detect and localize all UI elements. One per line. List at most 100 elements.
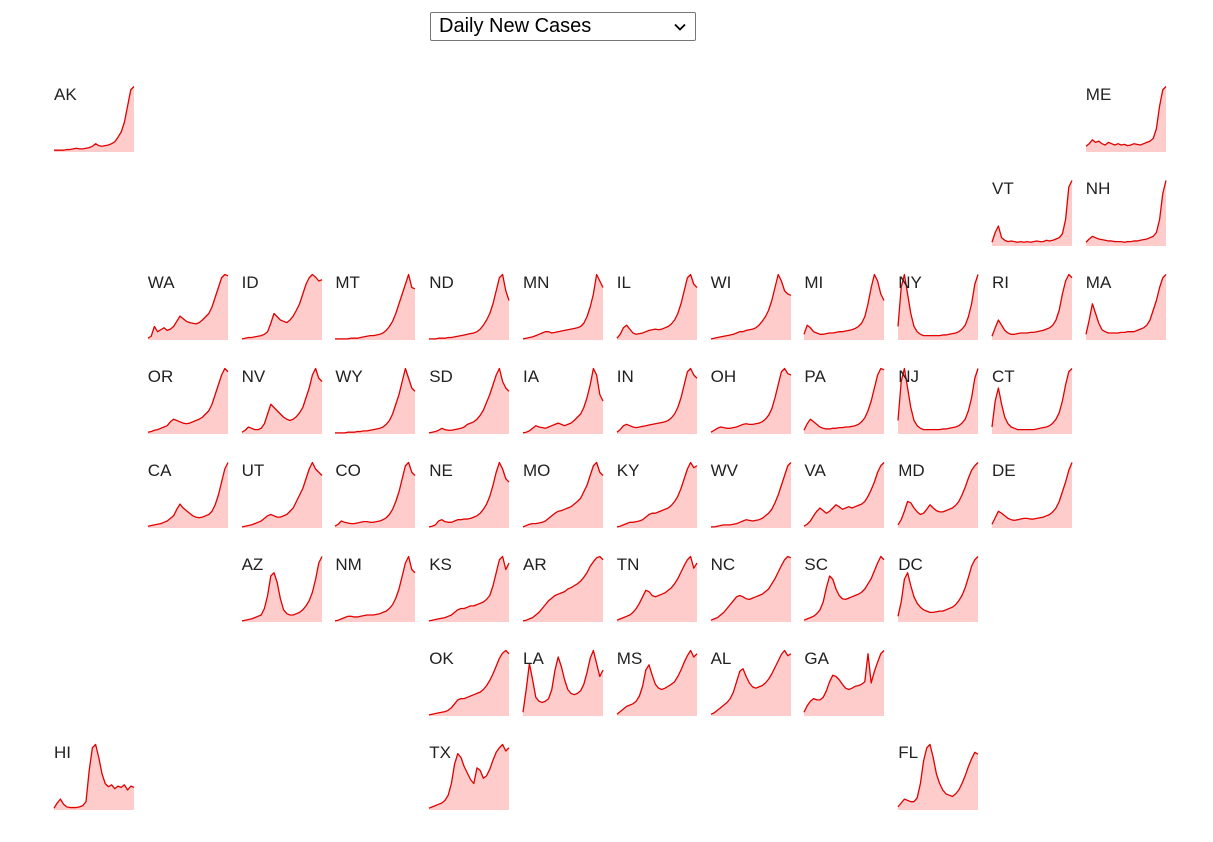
sparkline-ia <box>522 367 604 434</box>
chevron-down-icon <box>674 23 686 31</box>
sparkline-wa <box>147 273 229 340</box>
state-label-ga: GA <box>804 649 829 668</box>
state-tile-wy: WY <box>335 368 416 434</box>
area-sd <box>429 368 510 434</box>
state-label-mt: MT <box>335 273 360 292</box>
sparkline-mt <box>335 273 416 340</box>
state-tile-ct: CT <box>991 367 1073 434</box>
state-tile-wv: WV <box>710 462 792 528</box>
state-label-ri: RI <box>992 273 1009 292</box>
sparkline-co <box>335 461 416 528</box>
line-hi <box>53 743 135 809</box>
state-tile-vt: VT <box>991 180 1073 246</box>
state-label-fl: FL <box>898 743 919 762</box>
line-ca <box>147 462 229 527</box>
line-ia <box>522 367 604 434</box>
line-nc <box>710 555 791 621</box>
sparkline-ny <box>897 273 979 340</box>
line-wi <box>710 273 791 340</box>
state-label-ky: KY <box>616 461 640 480</box>
line-ny <box>897 273 979 337</box>
state-tile-ri: RI <box>991 273 1073 340</box>
line-ky <box>616 461 698 528</box>
state-tile-ma: MA <box>1085 273 1167 340</box>
state-tile-mt: MT <box>335 273 416 340</box>
state-label-de: DE <box>992 461 1016 480</box>
area-wa <box>147 274 228 340</box>
state-tile-hi: HI <box>53 743 135 810</box>
area-tn <box>616 556 697 622</box>
area-wy <box>335 368 416 434</box>
line-fl <box>897 743 979 808</box>
sparkline-pa <box>803 367 885 434</box>
area-ar <box>523 556 603 622</box>
state-label-ks: KS <box>429 555 452 574</box>
sparkline-tn <box>616 555 698 622</box>
state-label-ok: OK <box>429 649 454 668</box>
area-in <box>616 368 697 434</box>
state-tile-ny: NY <box>897 273 979 340</box>
line-va <box>804 462 885 527</box>
area-vt <box>992 180 1072 246</box>
state-tile-me: ME <box>1085 85 1167 152</box>
state-tile-nv: NV <box>241 367 323 434</box>
sparkline-wi <box>710 273 791 340</box>
area-nm <box>335 556 416 622</box>
line-sd <box>429 367 510 434</box>
line-me <box>1085 86 1167 147</box>
sparkline-nv <box>241 367 323 434</box>
sparkline-ar <box>522 555 604 622</box>
state-tile-la: LA <box>522 649 604 716</box>
state-label-la: LA <box>523 649 544 668</box>
state-label-sc: SC <box>804 555 829 574</box>
state-label-me: ME <box>1085 85 1112 104</box>
line-id <box>241 273 322 340</box>
area-mt <box>335 274 416 340</box>
state-label-nh: NH <box>1085 179 1111 198</box>
sparkline-ms <box>616 649 698 716</box>
state-tile-ia: IA <box>522 367 604 434</box>
sparkline-wv <box>710 462 792 528</box>
sparkline-vt <box>991 180 1073 246</box>
sparkline-ut <box>241 461 323 528</box>
sparkline-or <box>147 367 229 434</box>
state-label-al: AL <box>710 649 732 668</box>
area-ia <box>523 368 603 434</box>
state-label-az: AZ <box>241 555 264 574</box>
state-label-mn: MN <box>523 273 550 292</box>
state-label-va: VA <box>804 461 826 480</box>
state-label-tx: TX <box>429 743 451 762</box>
metric-select[interactable]: Daily New Cases <box>430 12 696 41</box>
area-sc <box>804 556 885 622</box>
line-ar <box>522 555 604 622</box>
line-nj <box>897 367 979 431</box>
line-de <box>991 462 1073 525</box>
state-tile-ca: CA <box>147 462 229 528</box>
area-pa <box>804 368 885 434</box>
state-label-nv: NV <box>241 367 266 386</box>
sparkline-ky <box>616 461 698 528</box>
state-label-ia: IA <box>523 367 540 386</box>
line-nv <box>241 367 323 433</box>
state-label-nc: NC <box>710 555 736 574</box>
sparkline-nm <box>335 555 416 622</box>
area-wi <box>710 274 791 340</box>
state-label-ny: NY <box>898 273 922 292</box>
state-label-ma: MA <box>1085 273 1112 292</box>
state-label-id: ID <box>241 273 259 292</box>
state-tile-mi: MI <box>803 274 885 340</box>
state-label-ct: CT <box>992 367 1015 386</box>
sparkline-az <box>241 556 323 622</box>
state-tile-wi: WI <box>710 273 791 340</box>
line-az <box>241 556 323 622</box>
state-tile-md: MD <box>897 462 979 528</box>
state-tile-al: AL <box>710 649 791 716</box>
sparkline-al <box>710 649 791 716</box>
sparkline-nh <box>1085 180 1167 246</box>
line-ne <box>429 461 510 528</box>
state-tile-id: ID <box>241 273 322 340</box>
line-ma <box>1085 274 1167 335</box>
line-sc <box>804 555 885 621</box>
area-hi <box>54 744 134 810</box>
line-mn <box>522 273 604 340</box>
